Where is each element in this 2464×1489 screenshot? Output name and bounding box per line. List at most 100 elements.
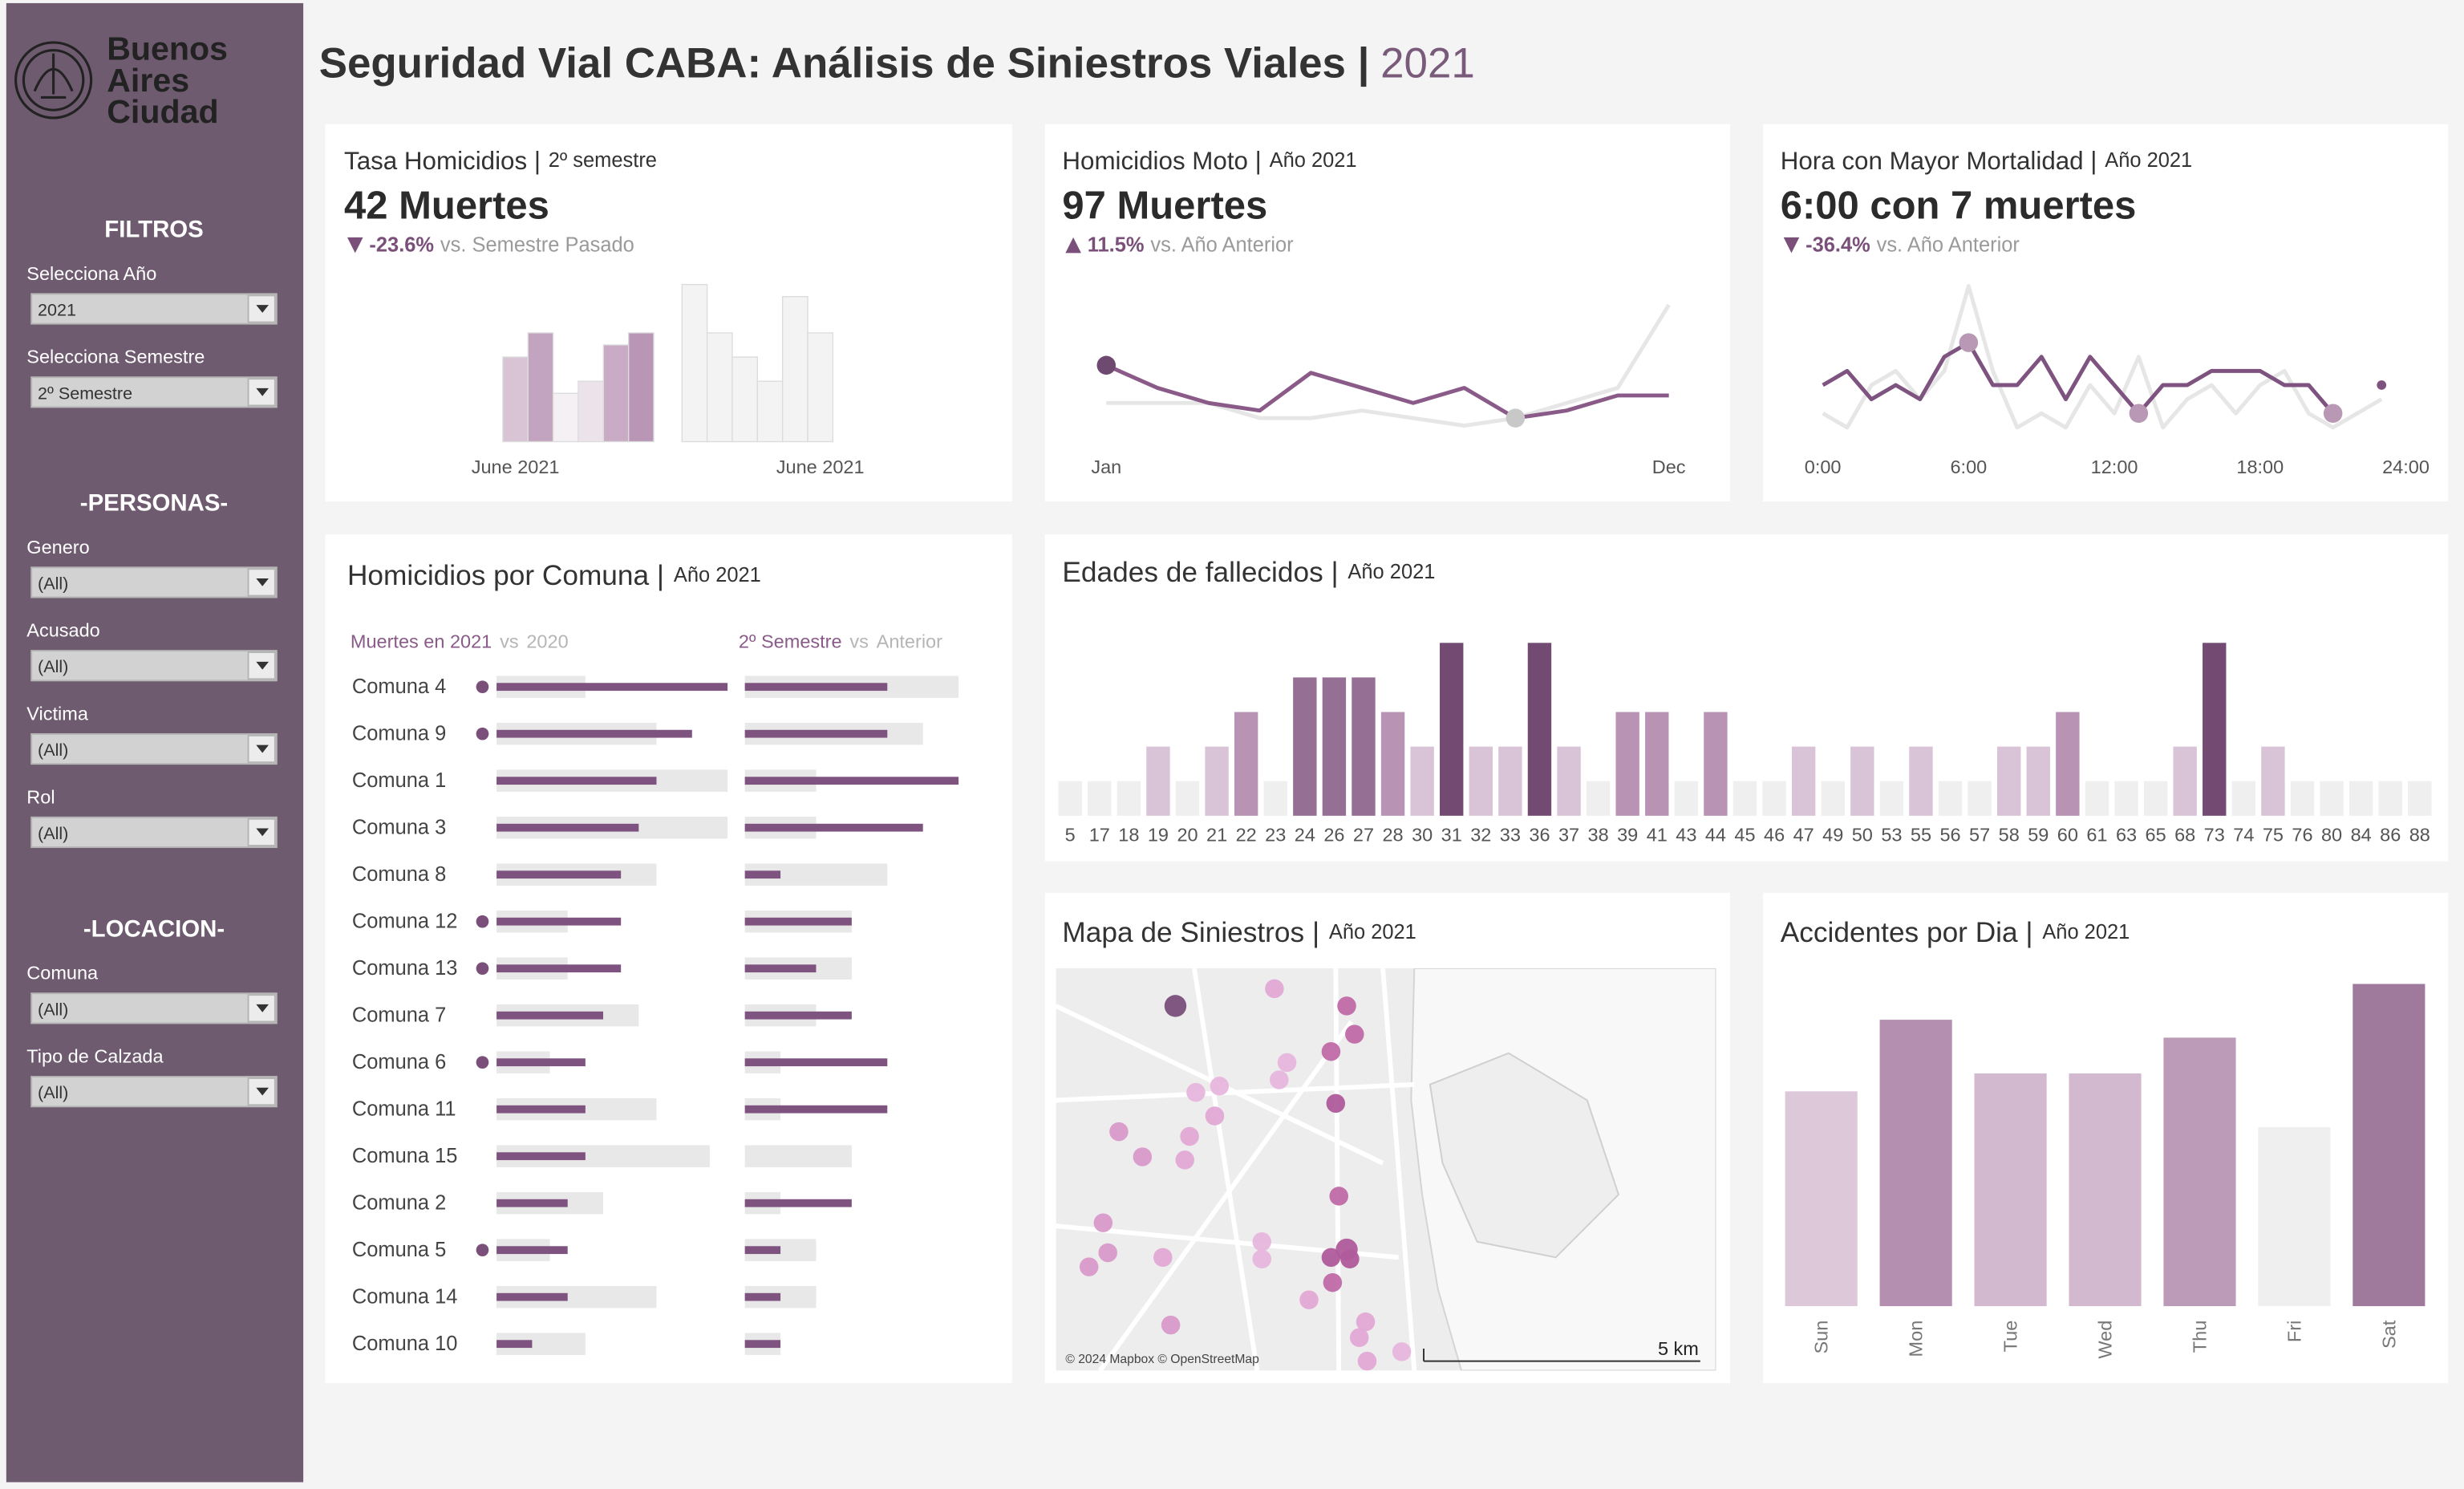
bar xyxy=(2258,1126,2331,1307)
x-tick-label: 58 xyxy=(1999,824,2020,845)
map-point[interactable] xyxy=(1093,1213,1113,1233)
bar xyxy=(1469,746,1493,816)
map-point[interactable] xyxy=(1186,1082,1206,1102)
bar xyxy=(756,380,784,443)
bar xyxy=(1058,781,1082,816)
map-point[interactable] xyxy=(1109,1122,1129,1142)
x-tick-label: Sat xyxy=(2378,1320,2399,1349)
x-tick-label: 0:00 xyxy=(1805,456,1842,477)
map-point[interactable] xyxy=(1164,995,1187,1017)
map-point[interactable] xyxy=(1349,1328,1369,1348)
map-point[interactable] xyxy=(1329,1187,1348,1206)
bar xyxy=(1410,746,1434,816)
kpi-change: 11.5% vs. Año Anterior xyxy=(1088,234,1294,257)
x-tick-label: 21 xyxy=(1206,824,1227,845)
map-point[interactable] xyxy=(1326,1093,1346,1114)
min-marker xyxy=(2323,404,2343,424)
map-point[interactable] xyxy=(1345,1024,1364,1044)
filter-dropdown[interactable]: 2º Semestre xyxy=(30,376,278,408)
bar xyxy=(2069,1073,2142,1307)
map-point[interactable] xyxy=(1180,1126,1199,1146)
filter-dropdown[interactable]: (All) xyxy=(30,816,278,848)
x-tick-label: 17 xyxy=(1089,824,1110,845)
bar xyxy=(1146,746,1170,816)
map-point[interactable] xyxy=(1098,1243,1117,1263)
card xyxy=(325,124,1012,501)
map-point[interactable] xyxy=(1252,1249,1271,1269)
map-point[interactable] xyxy=(1357,1351,1377,1371)
bar xyxy=(744,917,852,926)
chart-title-text: Homicidios por Comuna | xyxy=(347,560,664,591)
filter-dropdown[interactable]: (All) xyxy=(30,732,278,765)
legend-entry: 2020 xyxy=(526,631,568,651)
filter-dropdown[interactable]: (All) xyxy=(30,566,278,598)
map-point[interactable] xyxy=(1277,1053,1297,1073)
dropdown-box xyxy=(30,1076,278,1108)
bar xyxy=(744,1199,852,1207)
chart-title: Homicidios por Comuna | Año 2021 xyxy=(347,560,761,591)
bar xyxy=(1116,781,1141,816)
map-point[interactable] xyxy=(1161,1315,1181,1335)
map-point[interactable] xyxy=(1321,1041,1341,1061)
map-point[interactable] xyxy=(1153,1248,1173,1268)
legend: Muertes en 2021 vs 2020 xyxy=(351,631,569,651)
kpi-title: Hora con Mayor Mortalidad | Año 2021 xyxy=(1781,146,2192,174)
y-tick-label: Comuna 9 xyxy=(352,723,446,745)
map[interactable] xyxy=(1056,968,1716,1371)
x-tick-label: 45 xyxy=(1734,824,1755,845)
map-point[interactable] xyxy=(1265,979,1284,999)
bar xyxy=(496,729,692,738)
legend-separator: vs xyxy=(849,631,869,651)
bar xyxy=(1586,781,1611,816)
map-point[interactable] xyxy=(1392,1342,1412,1361)
map-point[interactable] xyxy=(1079,1257,1099,1276)
y-tick-label: Comuna 11 xyxy=(352,1098,456,1121)
dropdown-box xyxy=(30,650,278,682)
x-tick-label: 41 xyxy=(1647,824,1668,845)
bar xyxy=(496,1058,586,1067)
bar xyxy=(1821,781,1845,816)
bar xyxy=(627,332,654,443)
filter-dropdown[interactable]: 2021 xyxy=(30,293,278,325)
map-point[interactable] xyxy=(1175,1150,1194,1170)
bar xyxy=(2026,746,2050,816)
kpi-trend-arrow xyxy=(1783,237,1800,254)
filter-dropdown[interactable]: (All) xyxy=(30,992,278,1024)
bar xyxy=(1498,746,1522,816)
x-tick-label: 49 xyxy=(1822,824,1843,845)
x-tick-label: 73 xyxy=(2204,824,2225,845)
map-point[interactable] xyxy=(1323,1272,1343,1292)
map-point[interactable] xyxy=(1252,1232,1271,1252)
bar xyxy=(2163,1037,2236,1307)
filter-label: Genero xyxy=(26,537,89,558)
x-tick-label: 33 xyxy=(1500,824,1521,845)
map-point[interactable] xyxy=(1340,1249,1360,1269)
bar xyxy=(781,296,808,443)
card xyxy=(1763,124,2449,501)
x-tick-label: 61 xyxy=(2086,824,2107,845)
map-point[interactable] xyxy=(1337,996,1356,1016)
map-point[interactable] xyxy=(1321,1248,1341,1268)
y-tick-label: Comuna 10 xyxy=(352,1333,458,1355)
bar xyxy=(1791,746,1816,816)
map-point[interactable] xyxy=(1270,1070,1289,1089)
logo-text: Ciudad xyxy=(107,93,218,130)
kpi-change: -23.6% vs. Semestre Pasado xyxy=(369,234,634,257)
map-point[interactable] xyxy=(1205,1106,1225,1126)
x-tick-label: 27 xyxy=(1353,824,1374,845)
y-tick-label: Comuna 7 xyxy=(352,1004,446,1027)
map-point[interactable] xyxy=(1356,1312,1376,1332)
kpi-title: Tasa Homicidios | 2º semestre xyxy=(344,146,657,174)
map-point[interactable] xyxy=(1299,1290,1319,1310)
dropdown-box xyxy=(30,566,278,598)
filter-dropdown[interactable]: (All) xyxy=(30,650,278,682)
filter-dropdown[interactable]: (All) xyxy=(30,1076,278,1108)
x-tick-label: 22 xyxy=(1236,824,1257,845)
bar xyxy=(496,823,639,832)
map-point[interactable] xyxy=(1133,1147,1153,1166)
chart-subtitle: Año 2021 xyxy=(2042,921,2130,943)
map-point[interactable] xyxy=(1210,1077,1230,1096)
kpi-subtitle: Año 2021 xyxy=(1270,149,1357,172)
x-tick-label: 46 xyxy=(1764,824,1785,845)
dropdown-value: 2º Semestre xyxy=(38,383,132,403)
